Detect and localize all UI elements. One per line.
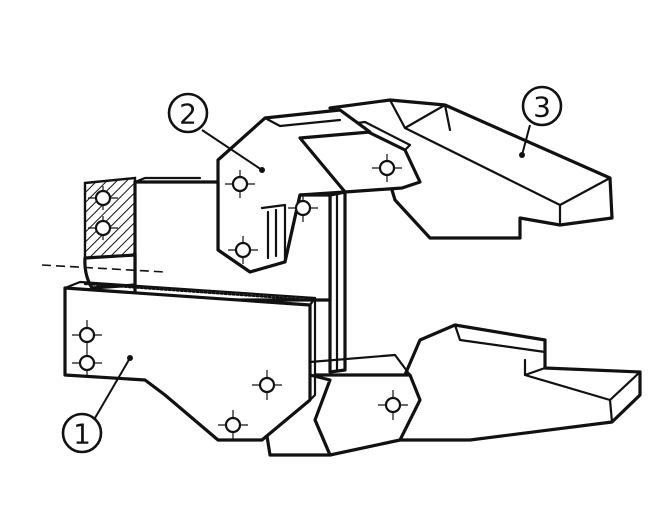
lower-jaw bbox=[390, 323, 642, 442]
center-line bbox=[41, 264, 166, 273]
hole-base-1 bbox=[72, 320, 102, 350]
hole-base-2 bbox=[72, 350, 102, 376]
upper-jaw-part-3 bbox=[328, 98, 614, 240]
hole-upper-finger bbox=[372, 154, 402, 182]
hole-block-2 bbox=[88, 216, 118, 240]
callout-1-label: 1 bbox=[73, 418, 91, 451]
callout-3: 3 bbox=[519, 85, 563, 158]
callout-1: 1 bbox=[61, 355, 133, 454]
base-plate-part-1 bbox=[63, 280, 317, 442]
hole-frame bbox=[288, 194, 318, 222]
hole-block-1 bbox=[88, 186, 118, 210]
mounting-holes bbox=[72, 154, 408, 440]
callout-3-label: 3 bbox=[533, 91, 551, 124]
callout-2-label: 2 bbox=[179, 98, 197, 131]
hole-bracket-2 bbox=[228, 236, 258, 264]
hole-base-3 bbox=[252, 370, 282, 400]
hole-bracket-1 bbox=[225, 170, 255, 198]
vertical-column bbox=[328, 190, 347, 374]
hole-lower-finger bbox=[378, 390, 408, 420]
hole-base-4 bbox=[218, 410, 248, 440]
callout-2: 2 bbox=[167, 92, 265, 173]
